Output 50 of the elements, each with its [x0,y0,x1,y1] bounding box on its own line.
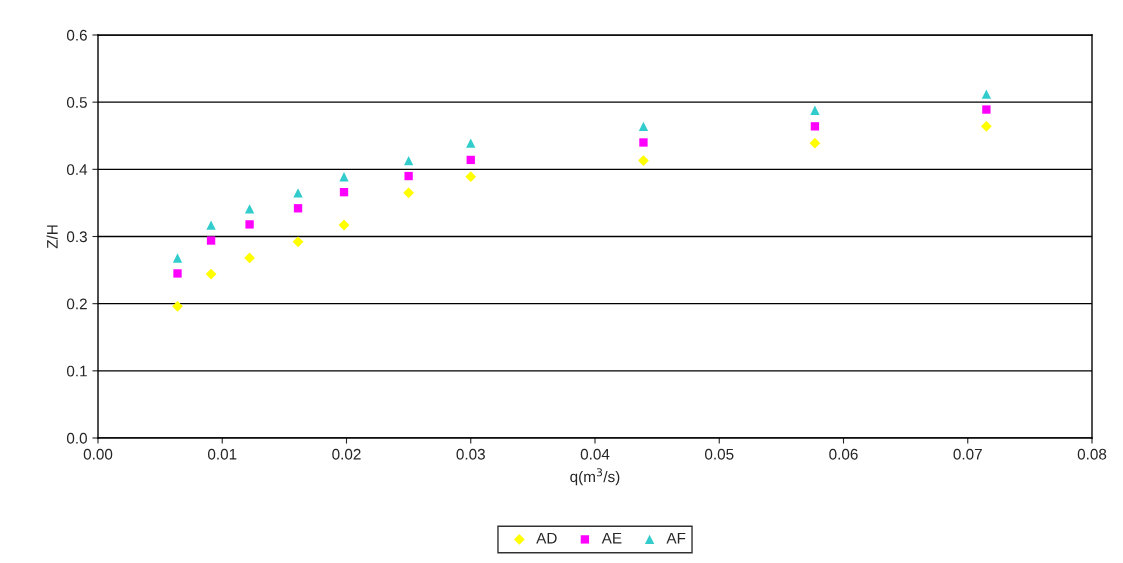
point [293,204,303,213]
point [981,89,992,99]
point [244,204,255,214]
x-tick-label: 0.03 [456,448,485,460]
y-tick-label: 0.0 [66,432,87,444]
legend-label: AE [601,532,622,544]
x-tick-label: 0.04 [580,448,610,460]
point [206,220,216,230]
x-tick-label: 0.00 [83,448,113,460]
y-tick-label: 0.3 [66,231,87,243]
point [810,105,820,115]
legend-label: AD [536,532,557,544]
point [638,121,649,132]
point [172,253,183,263]
x-tick-label: 0.08 [1077,448,1107,460]
point [809,137,821,149]
x-tick-label: 0.07 [953,448,982,460]
y-axis-title: Z/H [46,225,58,249]
y-tick-label: 0.1 [66,365,87,377]
point [338,219,350,231]
y-tick-label: 0.6 [66,29,87,41]
point [206,236,216,245]
point [403,187,414,199]
point [403,155,414,166]
y-tick-label: 0.2 [66,298,87,310]
legend-label: AF [666,532,686,544]
x-tick-label: 0.05 [704,448,734,460]
point [172,300,183,312]
x-tick-label: 0.02 [332,448,361,460]
point [292,236,304,248]
point [339,188,349,197]
point [245,220,254,229]
point [981,120,992,132]
point [639,138,648,147]
y-tick-label: 0.4 [66,164,88,176]
point [339,172,349,182]
point [466,138,476,148]
x-axis-title: q(m$^{3}$/s) [570,468,620,486]
y-tick-label: 0.5 [66,97,87,108]
point [466,155,475,165]
point [173,269,182,278]
point [404,171,413,181]
point [205,268,217,280]
point [810,122,820,131]
point [638,155,649,166]
x-tick-label: 0.01 [207,448,237,460]
x-tick-label: 0.06 [829,448,858,460]
point [293,188,303,198]
point [465,171,477,183]
point [982,105,991,114]
